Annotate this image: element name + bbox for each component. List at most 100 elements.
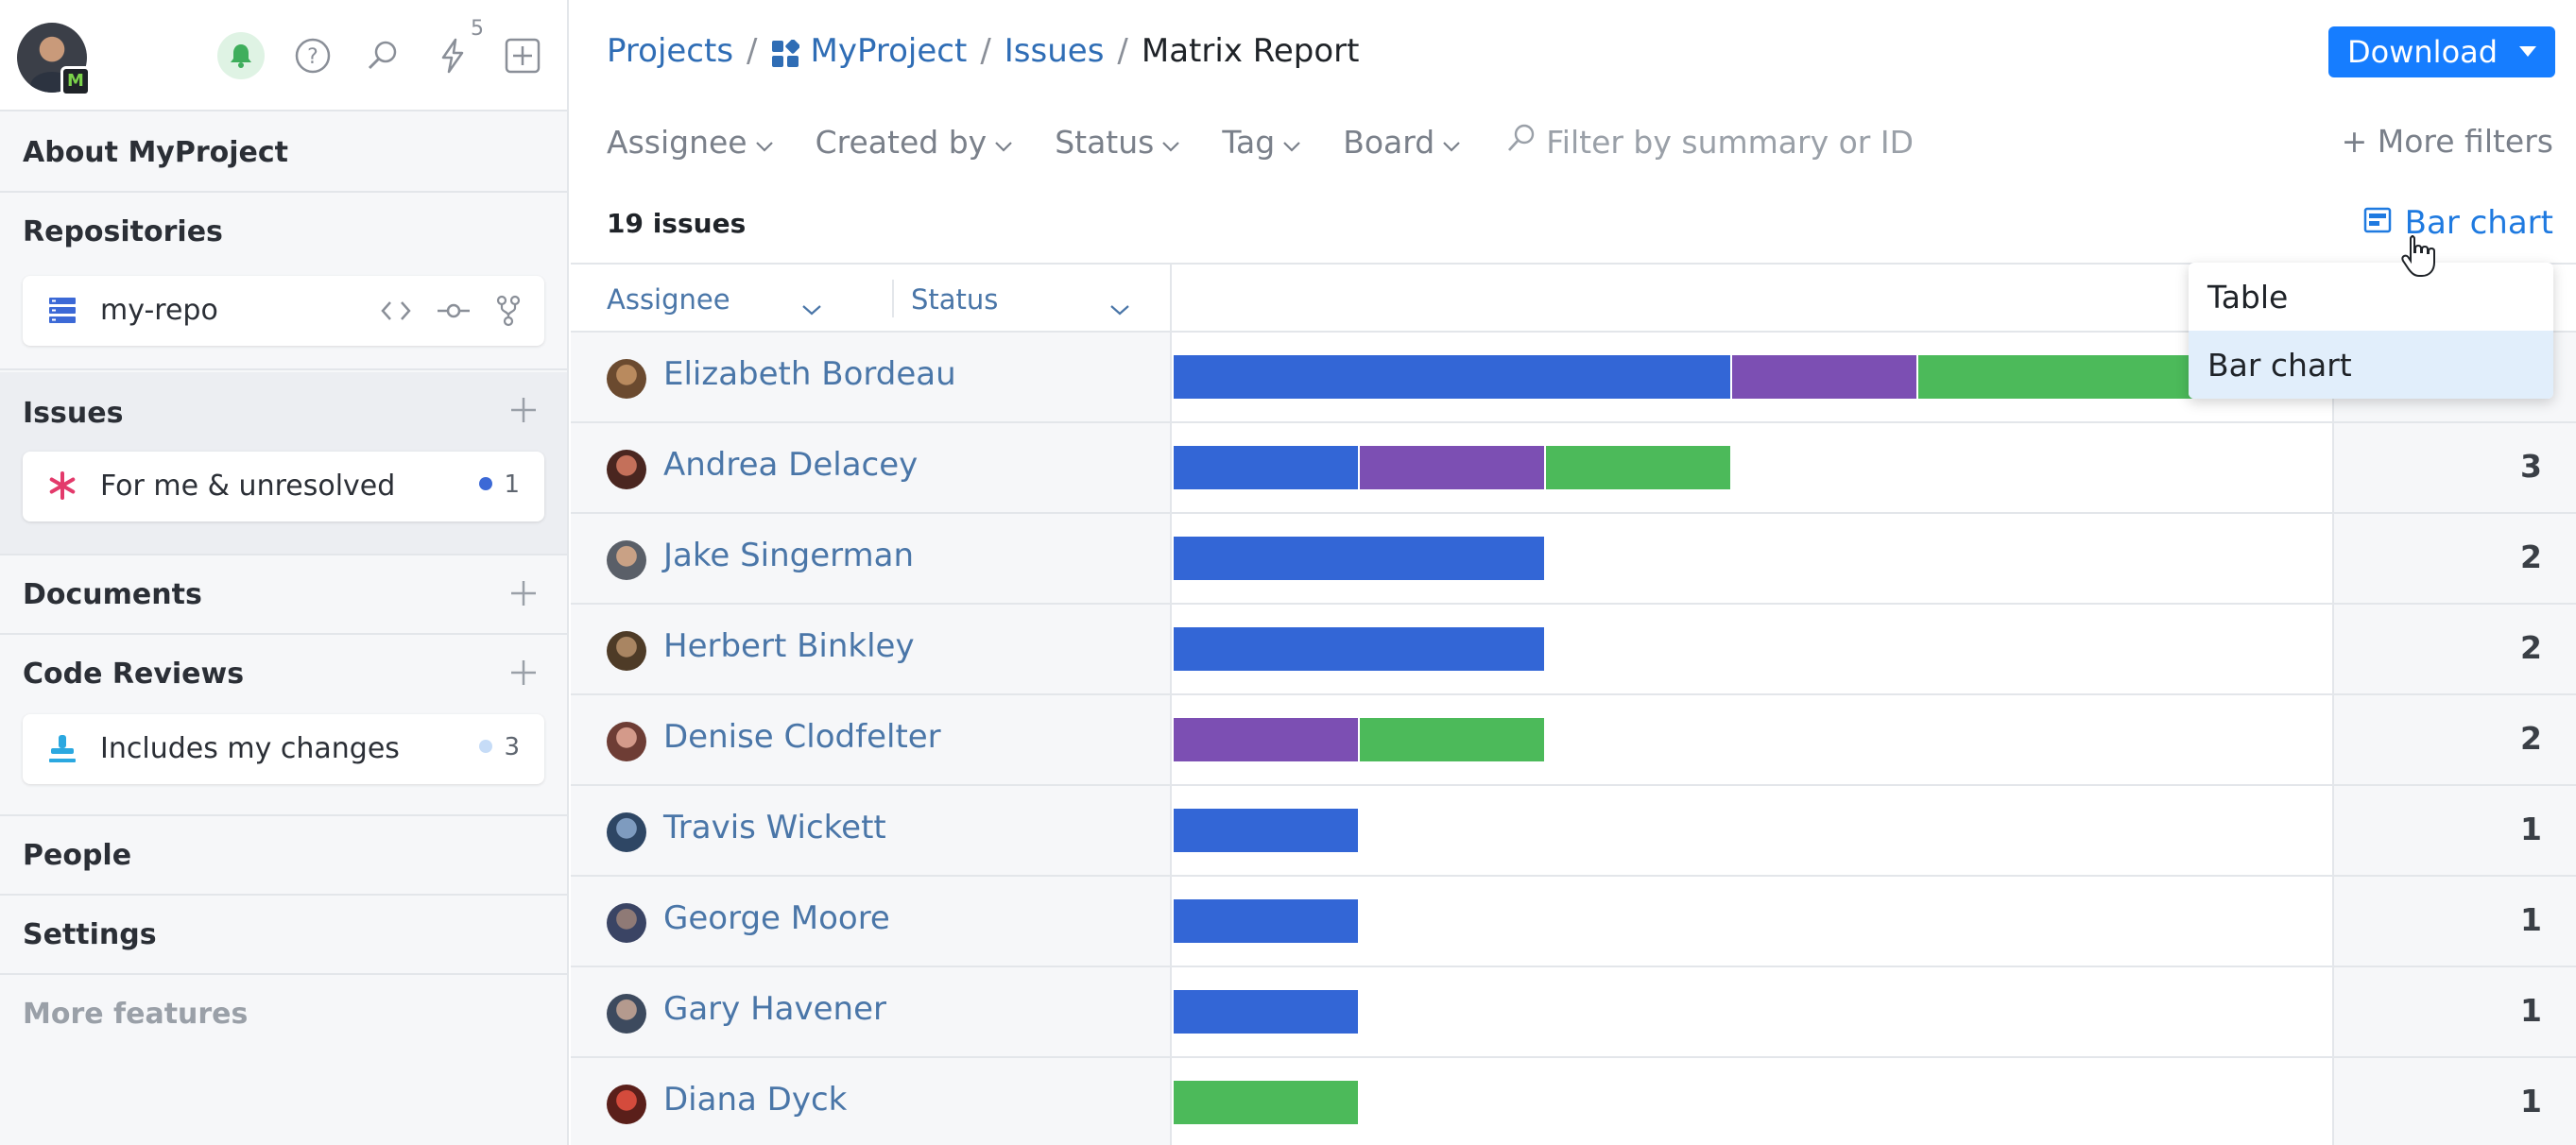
bar-segment[interactable]: [1360, 718, 1544, 761]
bar-segment[interactable]: [1732, 355, 1916, 399]
matrix-report-grid: Assignee Status Elizabeth Bordeau Andrea …: [571, 263, 2576, 1145]
table-row[interactable]: Travis Wickett 1: [571, 786, 2576, 877]
repository-icon: [47, 295, 77, 329]
commit-icon[interactable]: [437, 297, 471, 329]
bar-segment[interactable]: [1174, 899, 1358, 943]
view-switch-button[interactable]: Bar chart: [2363, 204, 2553, 242]
column-header-status[interactable]: Status: [911, 283, 1129, 316]
column-header-assignee[interactable]: Assignee: [607, 283, 821, 316]
assignee-name[interactable]: Gary Havener: [663, 990, 886, 1028]
table-row[interactable]: Jake Singerman 2: [571, 514, 2576, 605]
bell-icon[interactable]: [217, 32, 265, 79]
column-divider: [1170, 265, 1172, 1145]
issues-saved-search[interactable]: For me & unresolved 1: [23, 452, 544, 521]
filter-assignee[interactable]: Assignee: [607, 124, 774, 161]
bar-segment[interactable]: [1174, 1081, 1358, 1124]
bar-segment[interactable]: [1360, 446, 1544, 489]
sidebar-item-more-features[interactable]: More features: [0, 977, 567, 1054]
table-row[interactable]: Herbert Binkley 2: [571, 605, 2576, 695]
add-issue-icon[interactable]: [508, 395, 539, 429]
filter-created-by-label: Created by: [815, 123, 987, 161]
sidebar-header: M ? 5: [0, 0, 567, 111]
branch-icon[interactable]: [495, 295, 522, 331]
bar-segment[interactable]: [1174, 718, 1358, 761]
more-filters-button[interactable]: + More filters: [2341, 123, 2553, 160]
review-count: 3: [504, 733, 520, 761]
repo-card[interactable]: my-repo: [23, 276, 544, 346]
add-code-review-icon[interactable]: [508, 658, 539, 692]
add-document-icon[interactable]: [508, 578, 539, 612]
code-reviews-saved-search[interactable]: Includes my changes 3: [23, 714, 544, 784]
grid-header: Assignee Status: [571, 265, 2576, 333]
bar-segment[interactable]: [1174, 990, 1358, 1034]
table-row[interactable]: Diana Dyck 1: [571, 1058, 2576, 1145]
assignee-name[interactable]: Travis Wickett: [663, 809, 886, 846]
table-row[interactable]: Denise Clodfelter 2: [571, 695, 2576, 786]
menu-item-table[interactable]: Table: [2207, 278, 2289, 316]
filter-search-input[interactable]: Filter by summary or ID: [1506, 123, 1914, 161]
help-icon[interactable]: ?: [289, 32, 336, 79]
unread-dot: [479, 476, 493, 490]
code-icon[interactable]: [380, 297, 412, 329]
table-row[interactable]: Andrea Delacey 3: [571, 423, 2576, 514]
more-features-label: More features: [23, 998, 249, 1031]
search-icon[interactable]: [359, 32, 406, 79]
avatar: [607, 994, 646, 1034]
avatar: [607, 540, 646, 580]
download-button[interactable]: Download: [2328, 26, 2555, 77]
assignee-name[interactable]: Elizabeth Bordeau: [663, 355, 956, 393]
row-total: 2: [2520, 629, 2542, 666]
filter-created-by[interactable]: Created by: [816, 124, 1014, 161]
settings-label: Settings: [23, 918, 157, 951]
repositories-title[interactable]: Repositories: [23, 215, 223, 248]
filter-status-label: Status: [1055, 123, 1155, 161]
lightning-icon[interactable]: [429, 32, 476, 79]
table-row[interactable]: Gary Havener 1: [571, 967, 2576, 1058]
row-total: 3: [2520, 448, 2542, 485]
assignee-name[interactable]: Diana Dyck: [663, 1081, 848, 1119]
bar-segment[interactable]: [1174, 809, 1358, 852]
breadcrumb-separator: /: [980, 32, 991, 70]
assignee-name[interactable]: Andrea Delacey: [663, 446, 919, 484]
sidebar-item-documents[interactable]: Documents: [0, 557, 567, 635]
filter-board[interactable]: Board: [1343, 124, 1461, 161]
menu-item-bar-chart[interactable]: Bar chart: [2189, 331, 2553, 399]
view-type-menu: Table Bar chart: [2189, 263, 2553, 399]
assignee-name[interactable]: George Moore: [663, 899, 890, 937]
assignee-name[interactable]: Denise Clodfelter: [663, 718, 941, 756]
sidebar-item-about[interactable]: About MyProject: [0, 113, 567, 193]
issues-title[interactable]: Issues: [23, 397, 124, 430]
filter-tag[interactable]: Tag: [1222, 124, 1301, 161]
bar-segment[interactable]: [1546, 446, 1730, 489]
review-count-badge: 3: [479, 733, 520, 761]
user-avatar[interactable]: M: [17, 23, 91, 96]
assignee-name[interactable]: Herbert Binkley: [663, 627, 915, 665]
sidebar-item-people[interactable]: People: [0, 818, 567, 896]
page-title: Matrix Report: [1141, 32, 1360, 70]
total-divider: [2332, 333, 2334, 1145]
sidebar-section-code-reviews: Code Reviews Includes my changes 3: [0, 637, 567, 816]
bar-segment[interactable]: [1174, 627, 1544, 671]
add-icon[interactable]: [499, 32, 546, 79]
code-reviews-title[interactable]: Code Reviews: [23, 658, 245, 691]
header-divider: [892, 280, 894, 317]
avatar: [607, 812, 646, 852]
chevron-down-icon: [1442, 124, 1461, 161]
table-row[interactable]: George Moore 1: [571, 877, 2576, 967]
filter-board-label: Board: [1343, 123, 1435, 161]
filter-bar: Assignee Created by Status Tag Board Fil…: [607, 123, 1914, 161]
assignee-name[interactable]: Jake Singerman: [663, 537, 915, 574]
breadcrumb-issues[interactable]: Issues: [1004, 32, 1105, 70]
breadcrumb-projects[interactable]: Projects: [607, 32, 734, 70]
notification-count: 5: [471, 17, 484, 41]
download-label: Download: [2347, 34, 2499, 70]
bar-segment[interactable]: [1174, 355, 1730, 399]
sidebar-section-issues: Issues For me & unresolved 1: [0, 372, 567, 555]
avatar: [607, 722, 646, 761]
bar-segment[interactable]: [1174, 537, 1544, 580]
filter-status[interactable]: Status: [1055, 124, 1180, 161]
bar-segment[interactable]: [1174, 446, 1358, 489]
sidebar-item-settings[interactable]: Settings: [0, 897, 567, 975]
project-badge: M: [60, 66, 91, 96]
breadcrumb-project[interactable]: MyProject: [810, 32, 968, 70]
